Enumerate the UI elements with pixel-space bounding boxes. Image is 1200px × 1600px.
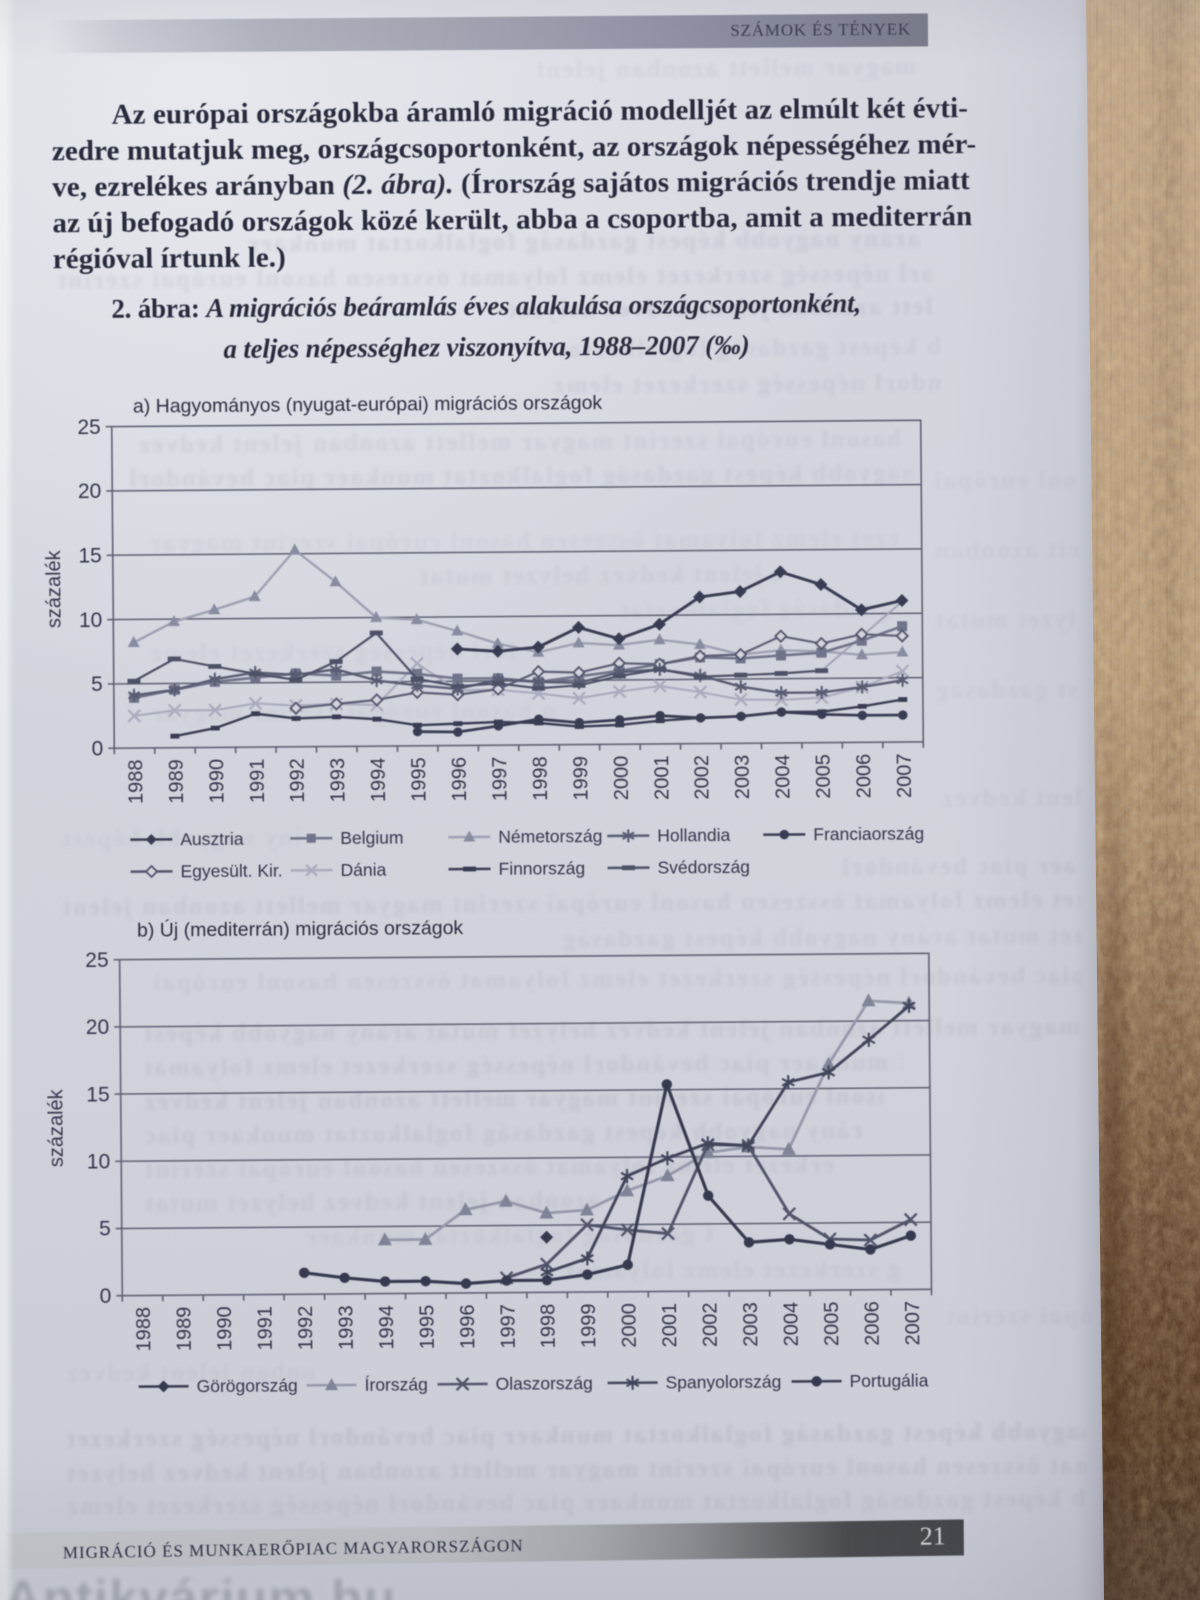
svg-text:21: 21 <box>919 1521 945 1550</box>
